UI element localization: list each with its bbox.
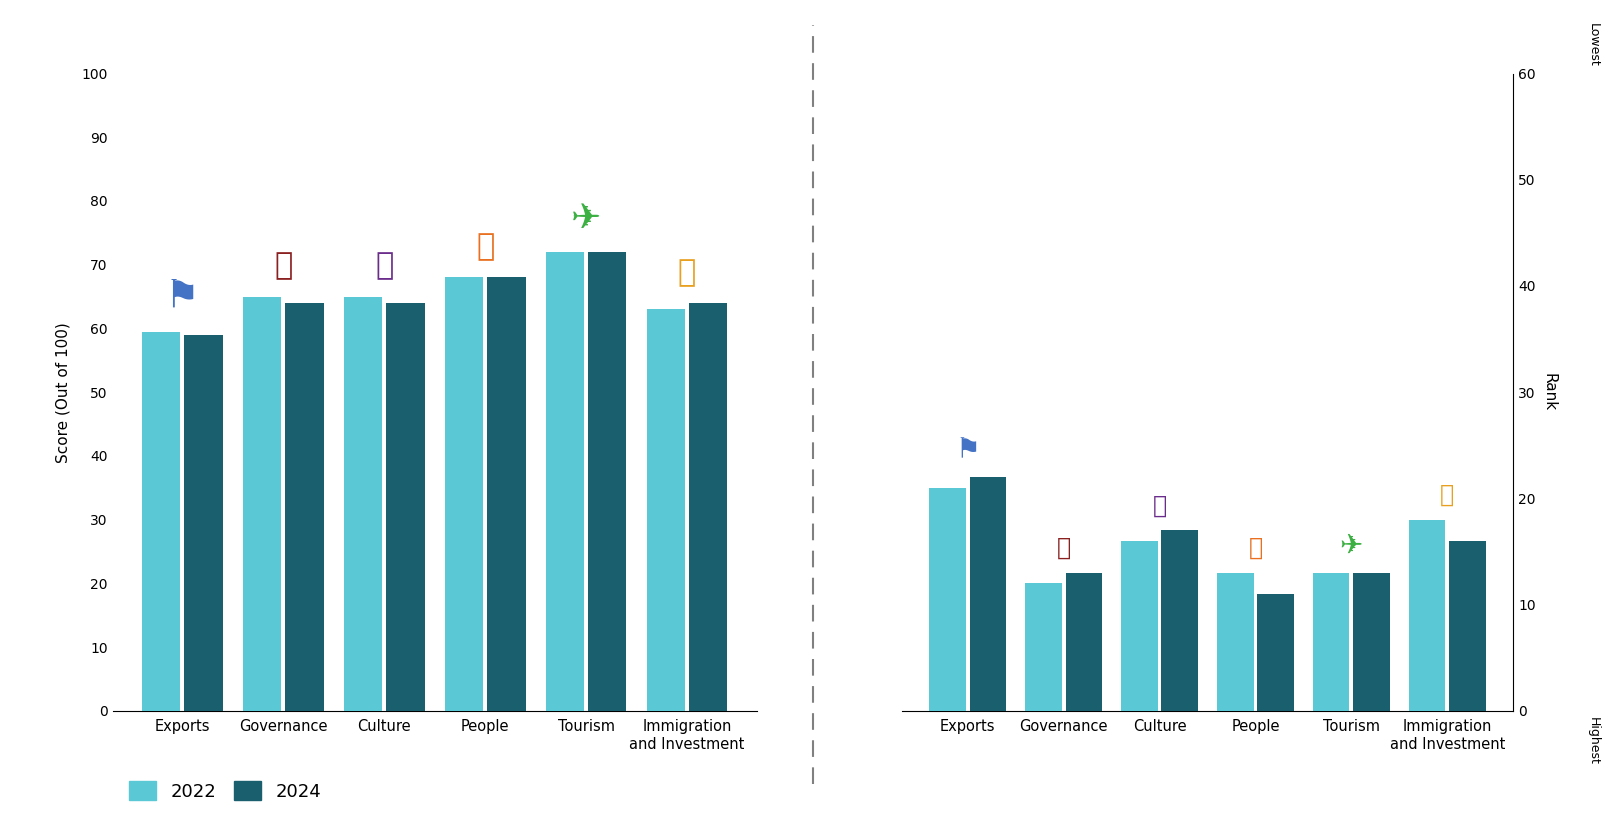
Bar xyxy=(243,297,282,711)
Text: Highest: Highest xyxy=(1586,717,1599,765)
Text: ✈: ✈ xyxy=(1340,532,1364,560)
Bar xyxy=(185,335,222,711)
Bar xyxy=(488,278,525,711)
Bar xyxy=(546,252,584,711)
Bar xyxy=(1257,594,1294,711)
Text: 🏛: 🏛 xyxy=(1056,536,1071,560)
Text: 🎭: 🎭 xyxy=(1153,493,1167,517)
Bar xyxy=(929,488,966,711)
Text: ✈: ✈ xyxy=(572,202,601,236)
Text: ⚑: ⚑ xyxy=(955,436,980,464)
Bar xyxy=(689,303,728,711)
Bar xyxy=(1161,530,1198,711)
Bar xyxy=(1121,541,1158,711)
Bar xyxy=(444,278,483,711)
Bar xyxy=(1409,520,1446,711)
Text: 🎭: 🎭 xyxy=(375,252,393,281)
Bar xyxy=(1026,583,1061,711)
Bar xyxy=(142,332,180,711)
Bar xyxy=(1217,573,1254,711)
Bar xyxy=(1314,573,1349,711)
Text: 🚶: 🚶 xyxy=(678,258,696,287)
Text: 👤: 👤 xyxy=(477,233,494,261)
Bar xyxy=(285,303,324,711)
Bar xyxy=(345,297,382,711)
Bar xyxy=(647,310,684,711)
Bar xyxy=(1354,573,1389,711)
Text: 👤: 👤 xyxy=(1248,536,1262,560)
Y-axis label: Rank: Rank xyxy=(1542,373,1557,411)
Y-axis label: Score (Out of 100): Score (Out of 100) xyxy=(55,322,71,462)
Bar xyxy=(386,303,425,711)
Bar xyxy=(588,252,626,711)
Text: 🏛: 🏛 xyxy=(274,252,293,281)
Bar xyxy=(969,477,1006,711)
Bar xyxy=(1066,573,1101,711)
Text: 🚶: 🚶 xyxy=(1441,483,1454,507)
Text: Lowest: Lowest xyxy=(1586,24,1599,67)
Legend: 2022, 2024: 2022, 2024 xyxy=(122,775,328,808)
Bar xyxy=(1449,541,1486,711)
Text: ⚑: ⚑ xyxy=(164,278,200,315)
